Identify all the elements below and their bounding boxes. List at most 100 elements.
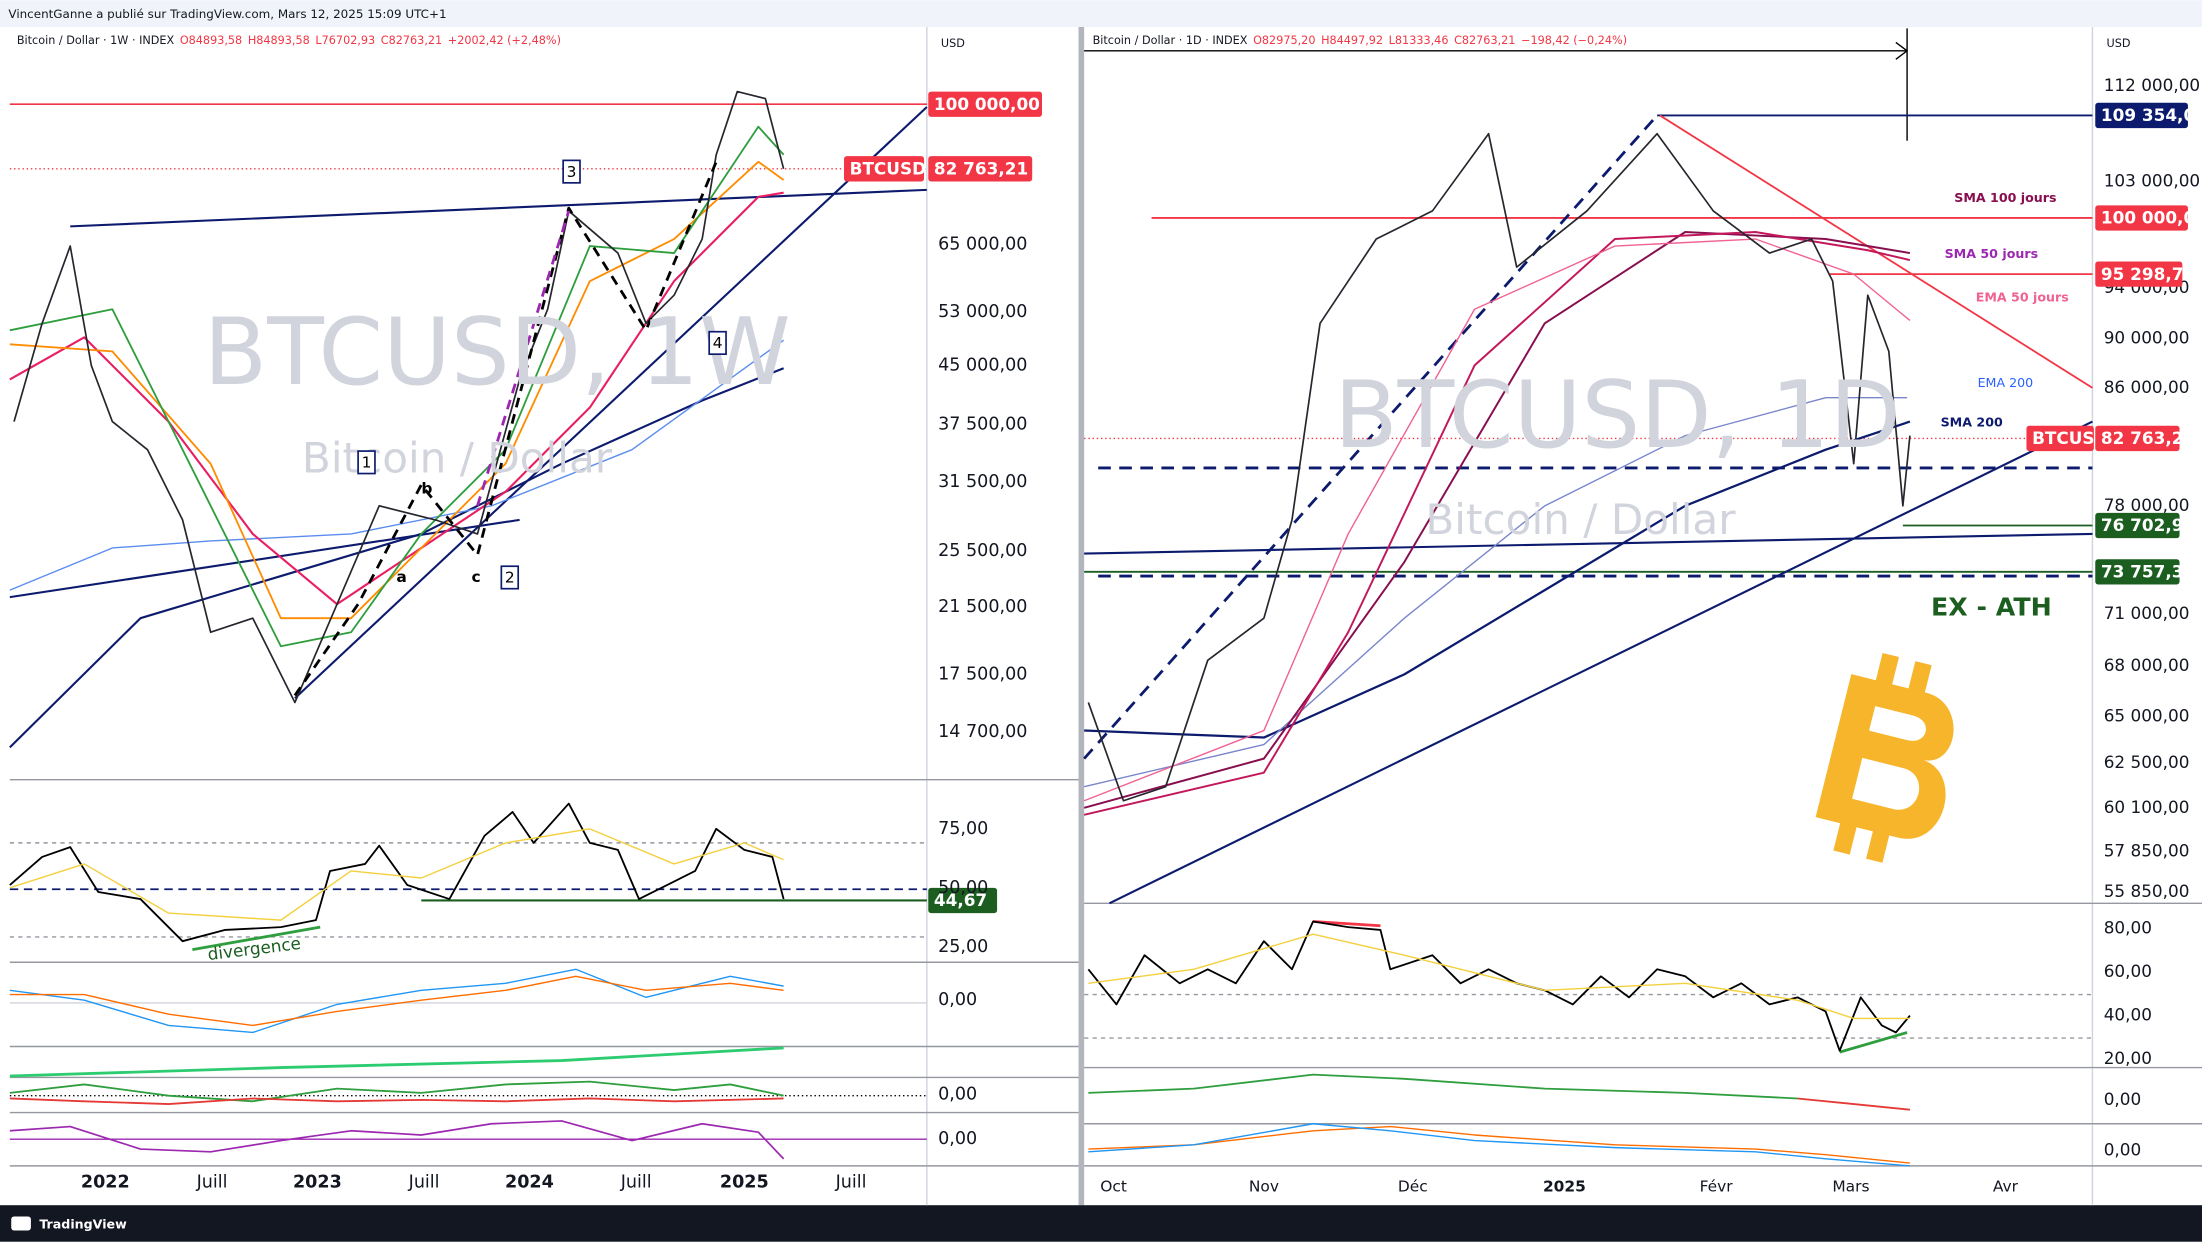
ex-ath-label: EX - ATH	[1931, 592, 2052, 621]
price-axis-label: 53 000,00	[938, 302, 1027, 322]
sma100-line	[1083, 231, 1911, 809]
trend-line	[1084, 532, 2093, 555]
rsi-divergence	[1839, 1031, 1908, 1054]
time-axis-label: Juill	[620, 1173, 652, 1193]
ma-annotation: EMA 50 jours	[1976, 290, 2069, 305]
sma200-line	[1084, 420, 1911, 739]
ema-line	[9, 339, 785, 591]
time-axis-label: Mars	[1832, 1177, 1869, 1195]
ma-annotation: SMA 200	[1941, 414, 2003, 429]
footer-bar	[0, 1205, 2202, 1242]
ma-line	[9, 160, 785, 620]
trend-line	[70, 188, 927, 228]
rsi-axis-label: 60,00	[2104, 961, 2152, 981]
wave-label: 4	[713, 334, 723, 352]
watermark-sub: Bitcoin / Dollar	[1425, 495, 1736, 544]
subwave-label: c	[471, 568, 480, 586]
rsi-line	[9, 802, 785, 943]
trend-line	[1083, 114, 1659, 760]
time-axis-label: Nov	[1249, 1177, 1279, 1195]
price-axis-label: 17 500,00	[938, 664, 1027, 684]
oscillator-line	[9, 1120, 785, 1160]
ohlc-text: O84893,58	[180, 34, 242, 47]
rsi-axis-label: 40,00	[2104, 1005, 2152, 1025]
ticker-tag: BTCUSD	[850, 159, 926, 179]
currency-label: USD	[941, 37, 965, 50]
ohlc-text: C82763,21	[1454, 34, 1515, 47]
price-axis-label: 21 500,00	[938, 597, 1027, 617]
indicator-line	[1088, 1073, 1798, 1100]
price-axis-label: 65 000,00	[2104, 705, 2190, 725]
time-axis-label: 2024	[505, 1173, 554, 1193]
price-axis-label: 25 500,00	[938, 541, 1027, 561]
price-axis-label: 90 000,00	[2104, 328, 2190, 348]
indicator-line	[9, 1097, 784, 1106]
ohlc-text: O82975,20	[1253, 34, 1315, 47]
time-axis-label: 2023	[293, 1173, 342, 1193]
price-axis-label: 68 000,00	[2104, 655, 2190, 675]
price-tag: 82 763,21	[934, 159, 1028, 179]
ma-annotation: SMA 100 jours	[1954, 190, 2056, 205]
bitcoin-logo	[1815, 652, 1954, 863]
wave-label: 2	[505, 569, 515, 587]
indicator-line	[9, 1080, 784, 1103]
price-axis-label: 31 500,00	[938, 472, 1027, 492]
time-axis-label: Févr	[1700, 1177, 1734, 1195]
price-tag-bg	[2095, 205, 2188, 231]
price-axis-label: 14 700,00	[938, 722, 1027, 742]
time-axis-label: Oct	[1100, 1177, 1127, 1195]
wave-box	[708, 330, 727, 356]
footer-brand: TradingView	[39, 1216, 127, 1231]
time-axis-label: Juill	[835, 1173, 867, 1193]
price-tag-bg	[2095, 102, 2188, 129]
ohlc-text: H84497,92	[1321, 34, 1383, 47]
ma-line	[9, 125, 785, 648]
price-tag-bg	[2095, 559, 2180, 585]
sma50-line	[1083, 231, 1911, 816]
ma-annotation: SMA 50 jours	[1945, 246, 2039, 261]
chart-drawings	[9, 26, 2202, 1231]
rsi-axis-label: 50,00	[938, 878, 988, 898]
trend-line	[1108, 420, 2093, 905]
ticker-tag-bg	[2026, 425, 2094, 452]
ticker-tag: BTCUSD	[2032, 428, 2108, 448]
rsi-axis-label: 80,00	[2104, 918, 2152, 938]
price-axis-label: 57 850,00	[2104, 840, 2190, 860]
time-axis-label: Juill	[196, 1173, 228, 1193]
time-axis-label: Déc	[1398, 1177, 1428, 1195]
rsi-tag-bg	[928, 887, 998, 914]
price-tag: 73 757,39	[2101, 562, 2195, 582]
watermark: BTCUSD, 1W	[204, 298, 791, 406]
ema200-line	[1083, 397, 1908, 788]
panel-divider	[1078, 26, 1085, 1206]
price-tag: 82 763,21	[2101, 428, 2195, 448]
watermark-sub: Bitcoin / Dollar	[302, 433, 613, 482]
price-axis-label: 45 000,00	[938, 355, 1027, 375]
indicator-line	[1797, 1097, 1910, 1111]
price-axis-label: 71 000,00	[2104, 603, 2190, 623]
price-tag: 109 354,00	[2101, 105, 2202, 125]
price-tag-bg	[2095, 425, 2180, 452]
indicator-axis-label: 0,00	[2104, 1089, 2142, 1109]
rsi-axis-label: 25,00	[938, 937, 988, 957]
price-axis-label: 112 000,00	[2104, 75, 2200, 95]
time-axis-label: 2022	[81, 1173, 130, 1193]
indicator-axis-label: 0,00	[2104, 1139, 2142, 1159]
price-tag: 100 000,00	[2101, 208, 2202, 228]
time-axis-label: Avr	[1993, 1177, 2019, 1195]
ohlc-text: L76702,93	[315, 34, 375, 47]
price-axis-label: 86 000,00	[2104, 377, 2190, 397]
rsi-ma	[1088, 933, 1910, 1020]
price-tag: 95 298,73	[2101, 264, 2195, 284]
price-tag: 76 702,93	[2101, 515, 2195, 535]
rsi-axis-label: 20,00	[2104, 1048, 2152, 1068]
footer-logo	[11, 1216, 31, 1231]
ohlc-text: Bitcoin / Dollar · 1W · INDEX	[17, 34, 175, 47]
price-tag-bg	[2095, 261, 2183, 287]
macd-axis-label: 0,00	[938, 990, 977, 1010]
subwave-label: b	[421, 479, 432, 497]
ma-annotation: EMA 200	[1978, 375, 2034, 390]
price-axis-label: 55 850,00	[2104, 881, 2190, 901]
